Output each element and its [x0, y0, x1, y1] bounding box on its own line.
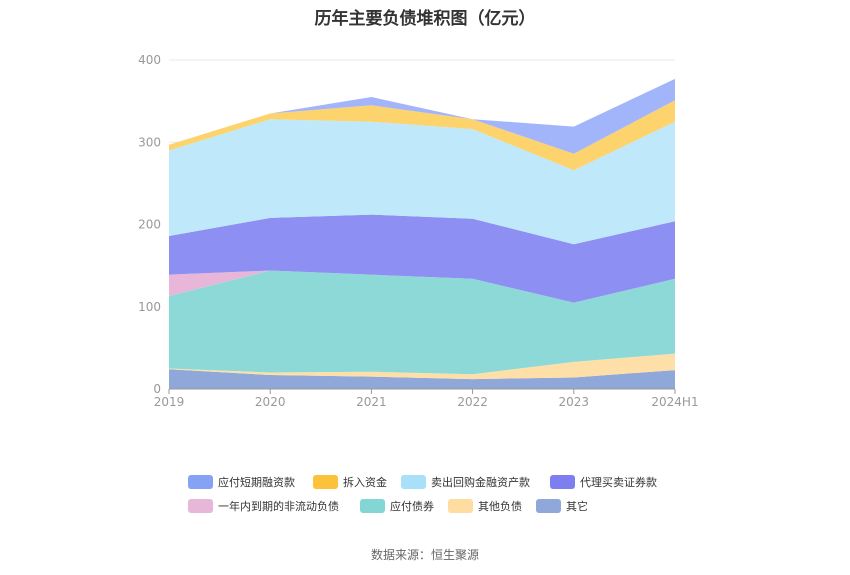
legend-swatch	[536, 499, 561, 513]
y-tick-label: 400	[138, 53, 161, 67]
legend-item-其它[interactable]: 其它	[536, 499, 588, 513]
x-tick-label: 2022	[457, 395, 488, 409]
legend-label: 其它	[566, 499, 588, 513]
area-series-代理买卖证券款[interactable]	[169, 214, 675, 303]
chart-title: 历年主要负债堆积图（亿元）	[314, 9, 536, 29]
legend-item-应付短期融资款[interactable]: 应付短期融资款	[188, 475, 295, 489]
legend-label: 应付债券	[390, 499, 434, 513]
legend-item-代理买卖证券款[interactable]: 代理买卖证券款	[550, 475, 657, 489]
x-tick-label: 2020	[255, 395, 286, 409]
legend-item-其他负债[interactable]: 其他负债	[448, 499, 522, 513]
axes: 0 100 200 300 400 2019 2020 2021 2022 2023 2024H1	[138, 53, 699, 409]
area-series-应付短期融资款[interactable]	[169, 78, 675, 154]
y-tick-label: 200	[138, 218, 161, 232]
area-series-应付债券[interactable]	[169, 270, 675, 375]
legend-label: 一年内到期的非流动负债	[218, 499, 339, 513]
x-tick-label: 2021	[356, 395, 387, 409]
legend-label: 拆入资金	[343, 475, 387, 489]
data-source-note: 数据来源：恒生聚源	[370, 548, 479, 562]
x-tick-label: 2019	[154, 395, 185, 409]
legend-item-一年内到期的非流动负债[interactable]: 一年内到期的非流动负债	[188, 499, 339, 513]
legend-label: 卖出回购金融资产款	[431, 475, 530, 489]
legend-swatch	[550, 475, 575, 489]
legend-swatch	[401, 475, 426, 489]
legend-label: 应付短期融资款	[218, 475, 295, 489]
y-tick-label: 300	[138, 135, 161, 149]
legend-swatch	[360, 499, 385, 513]
legend-swatch	[313, 475, 338, 489]
y-tick-label: 0	[153, 382, 161, 396]
x-tick-label: 2024H1	[651, 395, 698, 409]
legend-label: 其他负债	[478, 499, 522, 513]
area-series-拆入资金[interactable]	[169, 100, 675, 171]
area-series-其它[interactable]	[169, 369, 675, 389]
legend-item-拆入资金[interactable]: 拆入资金	[313, 475, 387, 489]
legend-item-卖出回购金融资产款[interactable]: 卖出回购金融资产款	[401, 475, 530, 489]
legend-swatch	[188, 475, 213, 489]
area-series-一年内到期的非流动负债[interactable]	[169, 270, 675, 303]
area-series	[169, 78, 675, 389]
legend-swatch	[448, 499, 473, 513]
y-tick-label: 100	[138, 300, 161, 314]
area-series-其他负债[interactable]	[169, 353, 675, 380]
x-tick-label: 2023	[559, 395, 590, 409]
legend-label: 代理买卖证券款	[580, 475, 657, 489]
legend-item-应付债券[interactable]: 应付债券	[360, 499, 434, 513]
legend-swatch	[188, 499, 213, 513]
area-series-卖出回购金融资产款[interactable]	[169, 119, 675, 245]
